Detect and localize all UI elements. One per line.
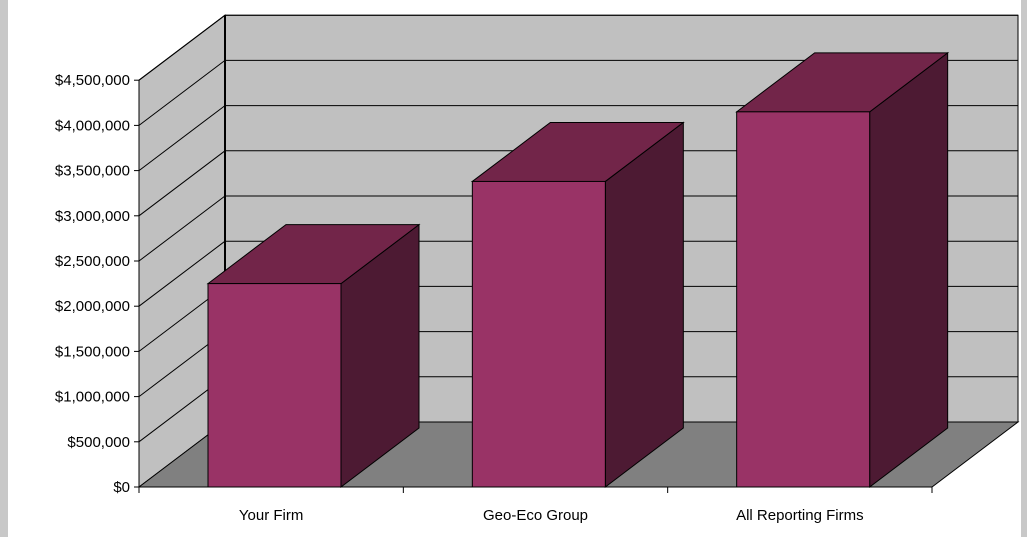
y-tick-label: $4,000,000 xyxy=(55,117,130,134)
y-tick-label: $3,000,000 xyxy=(55,208,130,225)
gridline-side xyxy=(138,105,226,171)
bar-front-face xyxy=(207,283,342,488)
bar-chart-3d: $0 $500,000 $1,000,000 $1,500,000 $2,000,000… xyxy=(55,14,1020,524)
y-axis-tick-labels: $0 $500,000 $1,000,000 $1,500,000 $2,000,000… xyxy=(55,72,130,496)
y-tick-label: $0 xyxy=(113,479,130,496)
y-tick-label: $1,500,000 xyxy=(55,343,130,360)
y-tick-label: $1,000,000 xyxy=(55,389,130,406)
y-tick-label: $2,000,000 xyxy=(55,298,130,315)
x-category-label: Geo-Eco Group xyxy=(483,507,588,524)
y-tick-label: $3,500,000 xyxy=(55,163,130,180)
x-axis-category-labels: Your Firm Geo-Eco Group All Reporting Firm… xyxy=(239,507,864,524)
y-tick-label: $2,500,000 xyxy=(55,253,130,270)
bar-side-face xyxy=(869,51,949,489)
y-tick-label: $4,500,000 xyxy=(55,72,130,89)
gridline-side xyxy=(138,14,226,81)
gridline-side xyxy=(138,195,226,262)
bar-1 xyxy=(206,223,421,489)
chart-frame: $0 $500,000 $1,000,000 $1,500,000 $2,000,000… xyxy=(8,0,1021,537)
bar-front-face xyxy=(736,111,871,488)
y-tick-label: $500,000 xyxy=(67,434,130,451)
gridline-side xyxy=(138,60,226,126)
gridline-side xyxy=(138,240,226,307)
bar-front-face xyxy=(471,180,606,488)
gridline-side xyxy=(138,150,226,217)
bar-side-face xyxy=(604,121,684,489)
bars xyxy=(206,51,950,489)
x-category-label: All Reporting Firms xyxy=(736,507,864,524)
bar-3 xyxy=(735,51,950,489)
x-category-label: Your Firm xyxy=(239,507,303,524)
bar-2 xyxy=(470,121,685,489)
